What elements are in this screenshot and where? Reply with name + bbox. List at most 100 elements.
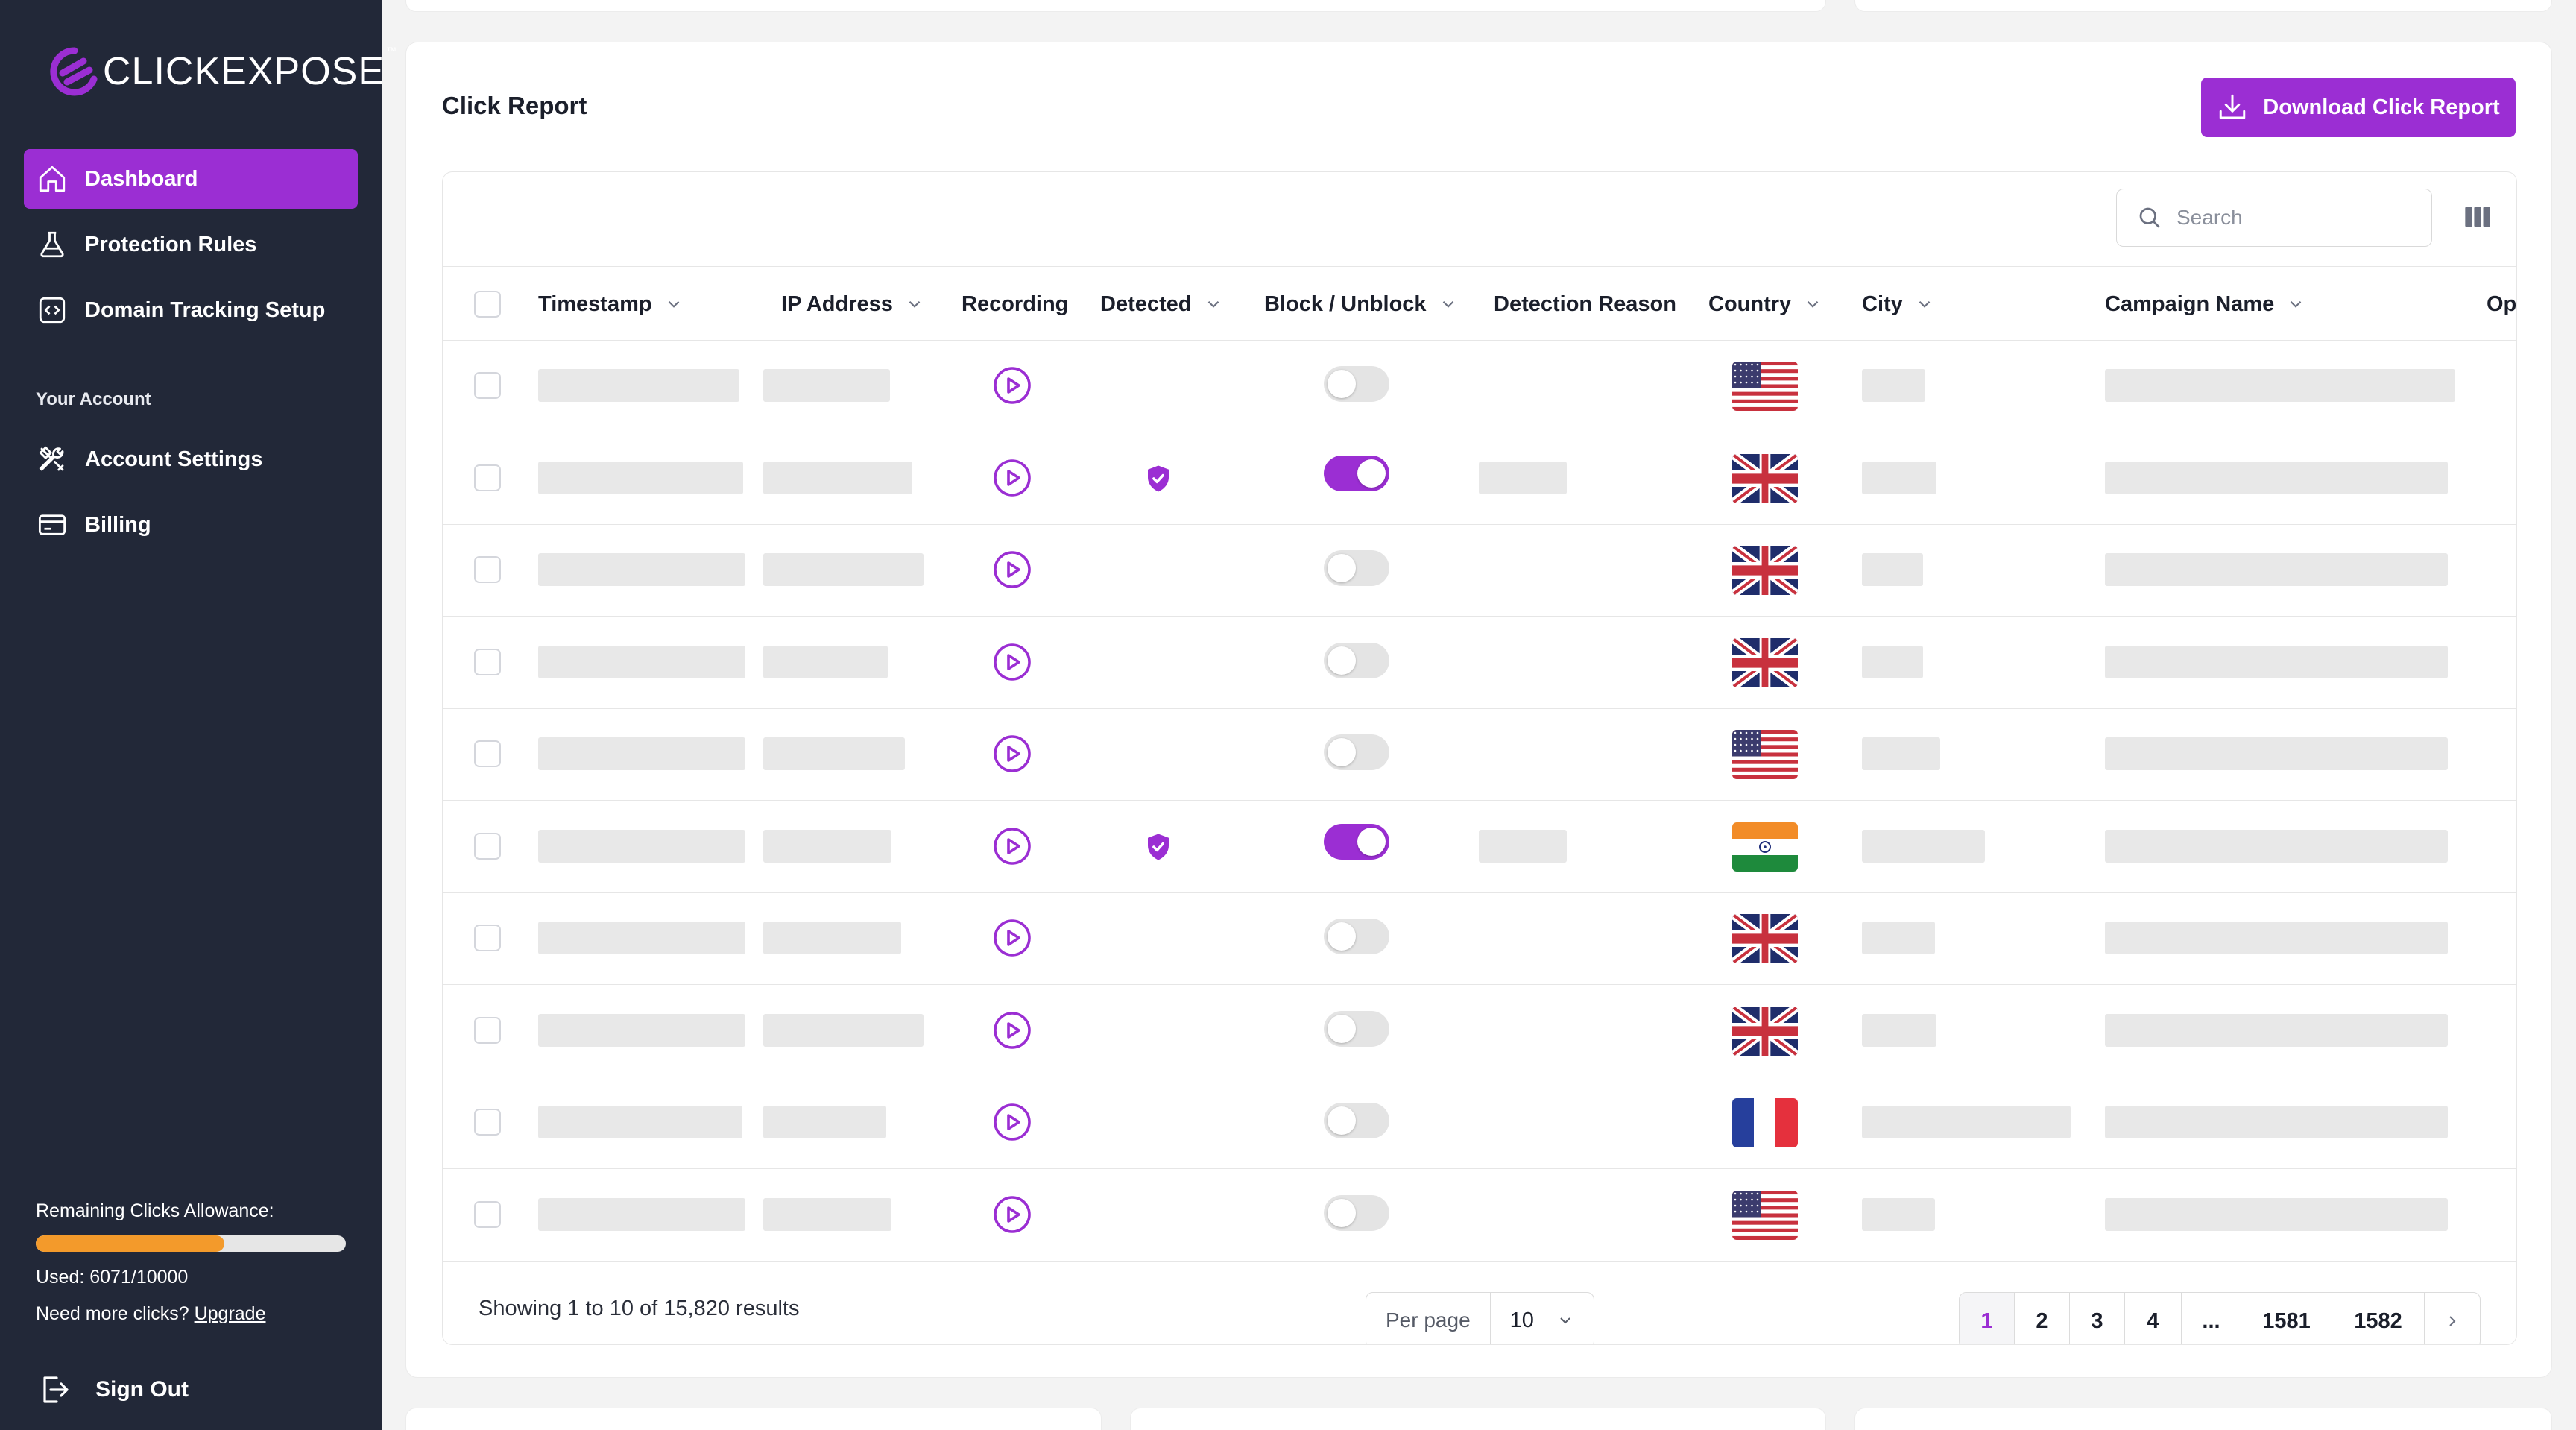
toggle-knob <box>1328 554 1356 582</box>
columns-toggle-icon[interactable] <box>2463 202 2493 232</box>
row-checkbox[interactable] <box>474 925 501 951</box>
ip-skeleton <box>763 922 901 954</box>
ip-skeleton <box>763 1106 886 1138</box>
row-checkbox[interactable] <box>474 648 501 675</box>
download-click-report-button[interactable]: Download Click Report <box>2201 78 2516 137</box>
col-timestamp[interactable]: Timestamp <box>538 267 684 341</box>
page-button-2[interactable]: 2 <box>2015 1293 2070 1344</box>
tools-icon <box>36 443 69 476</box>
page-button-1582[interactable]: 1582 <box>2332 1293 2425 1344</box>
click-report-table: Timestamp IP Address Recording Detected … <box>442 171 2517 1345</box>
table-row[interactable] <box>443 433 2516 525</box>
play-recording-icon[interactable] <box>993 459 1032 497</box>
play-recording-icon[interactable] <box>993 1011 1032 1050</box>
play-recording-icon[interactable] <box>993 366 1032 405</box>
page-button-3[interactable]: 3 <box>2070 1293 2125 1344</box>
row-checkbox[interactable] <box>474 1109 501 1136</box>
page-button-1[interactable]: 1 <box>1960 1293 2015 1344</box>
row-checkbox[interactable] <box>474 1200 501 1228</box>
row-checkbox[interactable] <box>474 740 501 767</box>
play-recording-icon[interactable] <box>993 643 1032 681</box>
row-checkbox[interactable] <box>474 556 501 583</box>
select-all-checkbox[interactable] <box>474 291 501 318</box>
toggle-knob <box>1328 1198 1356 1227</box>
col-detected[interactable]: Detected <box>1100 267 1223 341</box>
block-toggle[interactable] <box>1324 734 1389 770</box>
block-toggle[interactable] <box>1324 455 1389 491</box>
play-recording-icon[interactable] <box>993 1195 1032 1234</box>
table-row[interactable] <box>443 617 2516 709</box>
table-row[interactable] <box>443 801 2516 893</box>
block-toggle[interactable] <box>1324 1194 1389 1231</box>
nav-billing[interactable]: Billing <box>24 495 358 555</box>
next-page-button[interactable] <box>2425 1293 2480 1344</box>
page-button-1581[interactable]: 1581 <box>2241 1293 2332 1344</box>
table-row[interactable] <box>443 341 2516 432</box>
table-row[interactable] <box>443 1077 2516 1169</box>
sign-out-icon <box>43 1376 69 1403</box>
row-checkbox[interactable] <box>474 832 501 860</box>
col-block-unblock[interactable]: Block / Unblock <box>1264 267 1458 341</box>
col-recording[interactable]: Recording <box>962 267 1068 341</box>
col-campaign-name[interactable]: Campaign Name <box>2105 267 2305 341</box>
sidebar: CLICKEXPOSE ™ Dashboard Protection Rules … <box>0 0 397 1430</box>
chevron-right-icon <box>2449 1316 2456 1326</box>
block-toggle[interactable] <box>1324 823 1389 860</box>
need-more-text: Need more clicks? <box>36 1303 189 1324</box>
play-recording-icon[interactable] <box>993 734 1032 773</box>
nav-dashboard[interactable]: Dashboard <box>24 149 358 209</box>
play-recording-icon[interactable] <box>993 827 1032 866</box>
block-toggle[interactable] <box>1324 550 1389 586</box>
nav-account-settings[interactable]: Account Settings <box>24 429 358 489</box>
table-row[interactable] <box>443 525 2516 617</box>
per-page-select[interactable]: Per page 10 <box>1366 1292 1594 1344</box>
table-row[interactable] <box>443 986 2516 1077</box>
play-recording-icon[interactable] <box>993 550 1032 589</box>
allowance-used: Used: 6071/10000 <box>36 1267 189 1288</box>
table-row[interactable] <box>443 709 2516 801</box>
sign-out-button[interactable]: Sign Out <box>36 1372 189 1408</box>
ip-skeleton <box>763 829 891 863</box>
table-row[interactable] <box>443 1170 2516 1262</box>
nav-domain-tracking-setup[interactable]: Domain Tracking Setup <box>24 280 358 340</box>
play-recording-icon[interactable] <box>993 1103 1032 1141</box>
col-detection-reason[interactable]: Detection Reason <box>1494 267 1676 341</box>
campaign-skeleton <box>2105 645 2448 678</box>
block-toggle[interactable] <box>1324 642 1389 678</box>
row-checkbox[interactable] <box>474 1016 501 1044</box>
flag-fr-icon <box>1732 1098 1798 1147</box>
row-checkbox[interactable] <box>474 464 501 491</box>
search-input[interactable] <box>2176 206 2415 230</box>
flag-gb-icon <box>1732 453 1798 503</box>
timestamp-skeleton <box>538 369 739 402</box>
col-country[interactable]: Country <box>1708 267 1822 341</box>
col-city[interactable]: City <box>1862 267 1934 341</box>
play-recording-icon[interactable] <box>993 919 1032 957</box>
campaign-skeleton <box>2105 922 2448 954</box>
nav-protection-rules-label: Protection Rules <box>85 232 257 256</box>
ip-skeleton <box>763 645 888 678</box>
search-box[interactable] <box>2116 189 2432 247</box>
timestamp-skeleton <box>538 1013 745 1047</box>
per-page-value[interactable]: 10 <box>1491 1293 1594 1344</box>
page-button-4[interactable]: 4 <box>2125 1293 2182 1344</box>
nav-protection-rules[interactable]: Protection Rules <box>24 215 358 274</box>
campaign-skeleton <box>2105 737 2448 770</box>
clicks-allowance: Remaining Clicks Allowance: Used: 6071/1… <box>36 1200 349 1325</box>
block-toggle[interactable] <box>1324 1103 1389 1138</box>
col-truncated[interactable]: Ope <box>2487 267 2516 341</box>
chevron-down-icon <box>1208 300 1219 308</box>
col-ip-address[interactable]: IP Address <box>781 267 924 341</box>
chevron-down-icon <box>1559 1317 1570 1324</box>
city-skeleton <box>1862 461 1936 494</box>
table-row[interactable] <box>443 893 2516 985</box>
block-toggle[interactable] <box>1324 366 1389 402</box>
col-country-label: Country <box>1708 292 1792 316</box>
block-toggle[interactable] <box>1324 919 1389 954</box>
clickexpose-logo[interactable]: CLICKEXPOSE ™ <box>48 43 397 100</box>
block-toggle[interactable] <box>1324 1010 1389 1047</box>
col-timestamp-label: Timestamp <box>538 292 652 316</box>
row-checkbox[interactable] <box>474 372 501 399</box>
upgrade-link[interactable]: Upgrade <box>194 1303 266 1324</box>
ip-skeleton <box>763 553 924 586</box>
